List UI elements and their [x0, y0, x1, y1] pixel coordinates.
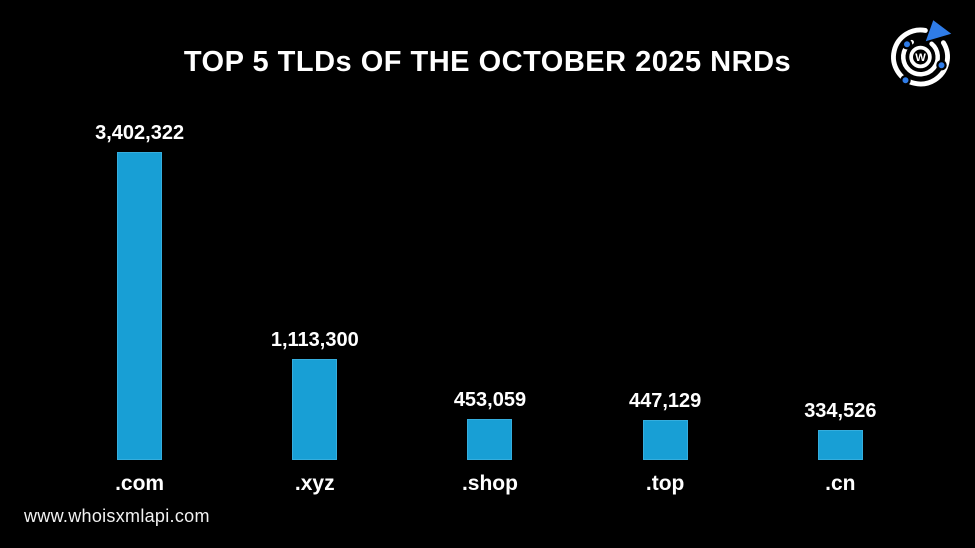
- logo-wedge-icon: [925, 20, 952, 42]
- category-label-com: .com: [115, 472, 165, 495]
- bar-top: [642, 420, 688, 460]
- category-label-cn: .cn: [825, 472, 856, 495]
- category-label-shop: .shop: [461, 472, 518, 495]
- bar-column: 447,129: [578, 118, 753, 460]
- bar-column: 334,526: [753, 118, 928, 460]
- whoisxmlapi-logo-icon: W: [891, 20, 952, 87]
- bar-value-label: 447,129: [629, 390, 702, 412]
- whoisxmlapi-logo: W: [883, 18, 958, 93]
- chart-title: TOP 5 TLDs OF THE OCTOBER 2025 NRDs: [183, 46, 792, 78]
- bar-value-label: 3,402,322: [95, 122, 185, 144]
- bar-value-label: 334,526: [804, 400, 877, 422]
- bar-com: [117, 152, 163, 460]
- bar-column: 453,059: [402, 118, 577, 460]
- logo-letter: W: [915, 52, 926, 64]
- bar-value-label: 453,059: [453, 389, 527, 411]
- category-labels: .com .xyz .shop .top .cn: [52, 472, 928, 496]
- website-url: www.whoisxmlapi.com: [24, 506, 210, 526]
- bar-shop: [467, 419, 513, 460]
- bar-column: 1,113,300: [227, 118, 402, 460]
- bar-xyz: [292, 359, 338, 460]
- category-label-xyz: .xyz: [294, 472, 335, 495]
- bar-value-label: 1,113,300: [270, 329, 359, 351]
- logo-dot-upper-left: [901, 39, 913, 50]
- logo-center-circle: [909, 45, 932, 69]
- logo-dot-lower-left: [900, 75, 911, 86]
- category-label-top: .top: [645, 472, 685, 495]
- bar-cn: [817, 430, 863, 460]
- bar-column: 3,402,322: [52, 118, 227, 460]
- logo-outer-ring: [891, 27, 950, 87]
- bar-chart: 3,402,322 1,113,300 453,059 447,129 334,526: [52, 118, 928, 460]
- logo-dot-right: [936, 60, 947, 71]
